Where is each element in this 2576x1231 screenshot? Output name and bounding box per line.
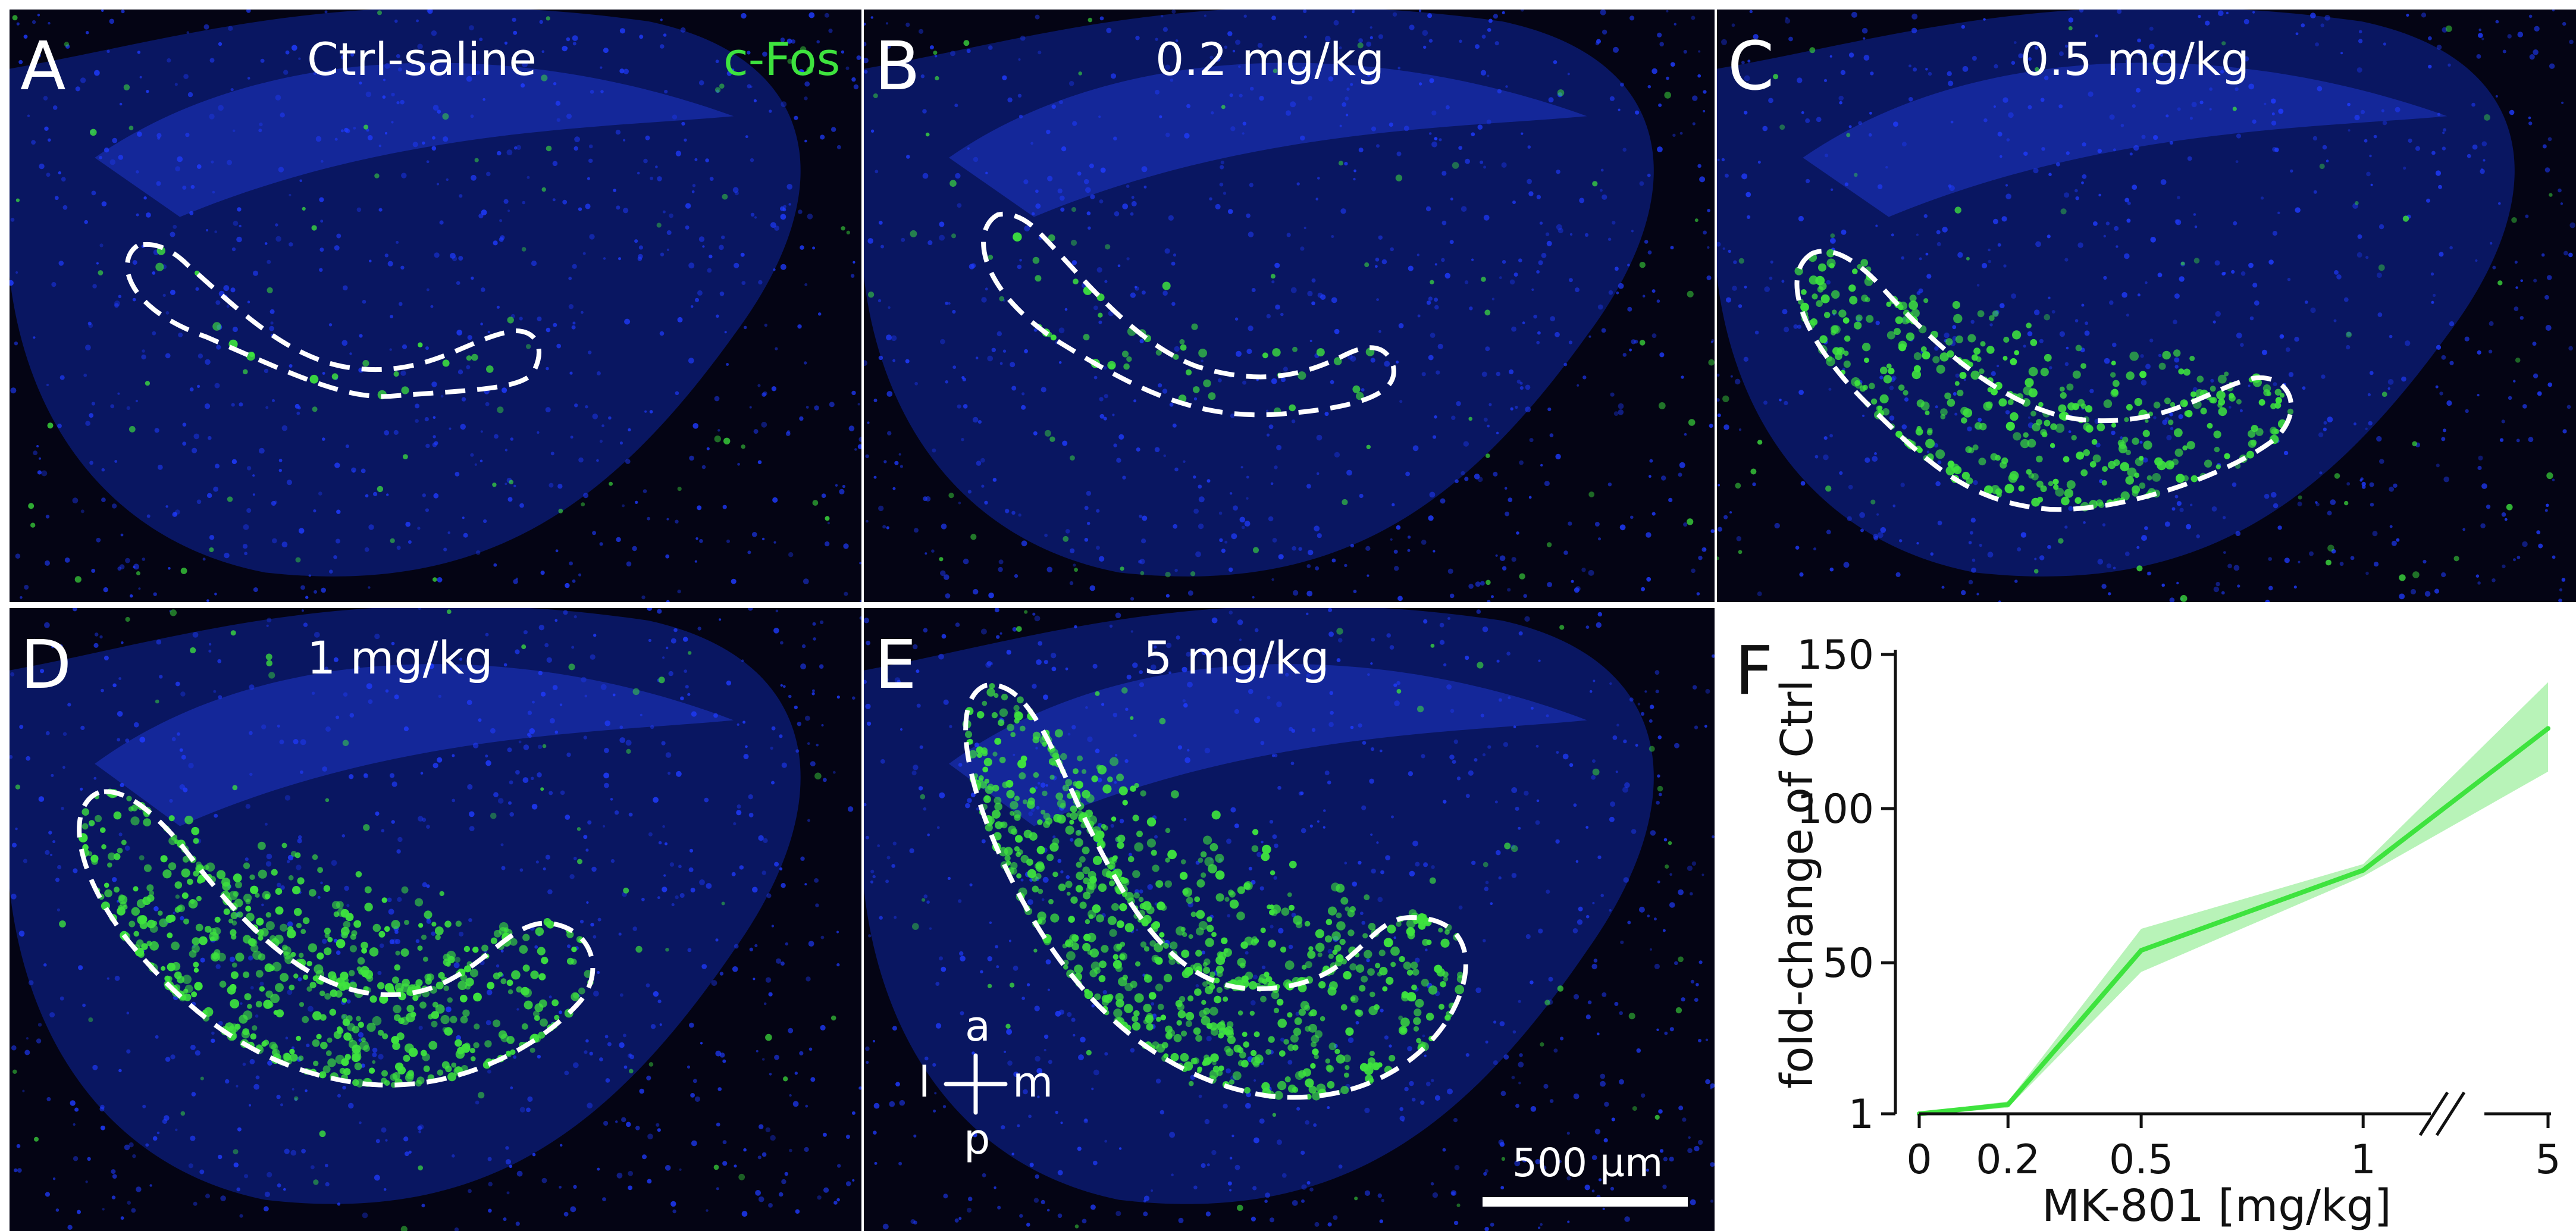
panel-title-d: 1 mg/kg — [307, 631, 493, 684]
scale-bar — [1483, 1197, 1688, 1207]
y-tick-label-0: 1 — [1848, 1091, 1874, 1138]
micrograph-e-image — [864, 608, 1715, 1231]
panel-title-e: 5 mg/kg — [1143, 631, 1330, 684]
x-tick-label-1: 0.2 — [1976, 1136, 2040, 1183]
region-outline-e — [963, 682, 1468, 1100]
x-tick-label-0: 0 — [1906, 1136, 1932, 1183]
micrograph-panel-b: B 0.2 mg/kg — [864, 10, 1715, 602]
panel-title-c: 0.5 mg/kg — [2020, 33, 2250, 86]
panel-title-b: 0.2 mg/kg — [1155, 33, 1385, 86]
axis-break-mark-1 — [2418, 1091, 2449, 1136]
data-point-3 — [2361, 867, 2366, 873]
orientation-label-lateral: l — [919, 1058, 930, 1107]
axis-break-mark-2 — [2435, 1091, 2466, 1136]
region-outline-c — [1794, 249, 2294, 512]
panel-letter-e: E — [875, 627, 917, 704]
ci-band — [1919, 682, 2548, 1116]
panel-letter-c: C — [1728, 28, 1775, 105]
panel-letter-d: D — [20, 627, 72, 704]
x-tick-label-2: 0.5 — [2109, 1136, 2173, 1183]
region-outline-b — [981, 211, 1396, 418]
data-point-1 — [2005, 1102, 2011, 1107]
micrograph-panel-a: A Ctrl-saline c-Fos — [10, 10, 861, 602]
x-axis-label: MK-801 [mg/kg] — [2042, 1180, 2392, 1231]
chart-panel-f: F 1 50 100 150 0 0.2 0.5 1 5 MK-801 [mg/kg] fold-c… — [1723, 608, 2576, 1231]
panel-title-a: Ctrl-saline — [307, 33, 537, 86]
y-tick-label-1: 50 — [1822, 940, 1874, 987]
orientation-label-posterior: p — [964, 1115, 991, 1164]
y-tick-label-3: 150 — [1797, 632, 1874, 679]
micrograph-panel-e: E 5 mg/kg a p l m 500 µm — [864, 608, 1715, 1231]
micrograph-a-image — [10, 10, 861, 602]
micrograph-c-image — [1717, 10, 2575, 602]
scale-bar-label: 500 µm — [1512, 1140, 1663, 1186]
micrograph-d-image — [10, 608, 861, 1231]
orientation-cross — [944, 1053, 1008, 1115]
y-tick-label-2: 100 — [1797, 786, 1874, 833]
orientation-label-anterior: a — [965, 1002, 991, 1051]
panel-letter-f: F — [1735, 632, 1773, 710]
orientation-label-medial: m — [1013, 1058, 1054, 1107]
y-axis-label: fold-change of Ctrl — [1772, 679, 1823, 1089]
x-tick-label-3: 1 — [2351, 1136, 2376, 1183]
region-outline-a — [124, 242, 541, 399]
x-tick-label-4: 5 — [2535, 1136, 2561, 1183]
data-point-2 — [2139, 948, 2144, 953]
micrograph-panel-d: D 1 mg/kg — [10, 608, 861, 1231]
data-point-4 — [2546, 726, 2550, 731]
micrograph-panel-c: C 0.5 mg/kg — [1717, 10, 2576, 602]
region-outline-d — [77, 789, 596, 1088]
micrograph-b-image — [864, 10, 1715, 602]
panel-letter-b: B — [875, 28, 920, 105]
panel-letter-a: A — [20, 28, 66, 105]
marker-label-cfos: c-Fos — [723, 33, 841, 86]
